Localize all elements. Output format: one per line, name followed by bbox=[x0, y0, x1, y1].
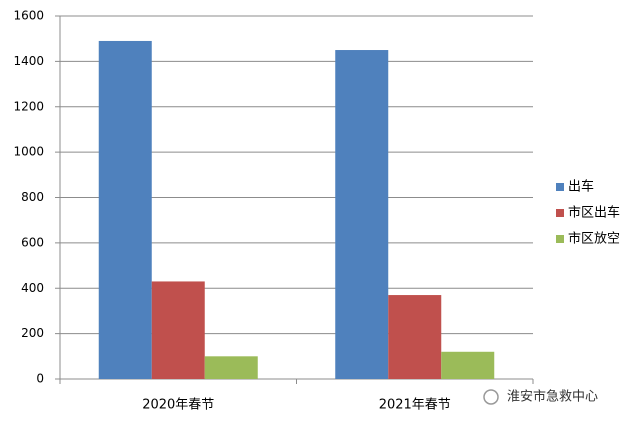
y-tick-label: 200 bbox=[21, 326, 44, 340]
y-tick-label: 800 bbox=[21, 190, 44, 204]
legend-swatch bbox=[556, 183, 564, 191]
y-tick-label: 400 bbox=[21, 281, 44, 295]
bar bbox=[335, 50, 389, 379]
bar bbox=[388, 295, 442, 379]
y-tick-label: 1400 bbox=[13, 54, 44, 68]
x-tick-label: 2020年春节 bbox=[142, 398, 214, 413]
y-tick-label: 0 bbox=[36, 372, 44, 386]
y-tick-label: 1000 bbox=[13, 145, 44, 159]
watermark-icon bbox=[483, 389, 499, 405]
legend-swatch bbox=[556, 209, 564, 217]
bar bbox=[441, 351, 495, 379]
watermark-text: 淮安市急救中心 bbox=[507, 389, 598, 405]
x-tick-label: 2021年春节 bbox=[379, 398, 451, 413]
legend-swatch bbox=[556, 235, 564, 243]
legend-label: 市区出车 bbox=[568, 205, 620, 221]
legend-label: 出车 bbox=[568, 179, 594, 195]
bar bbox=[204, 356, 258, 379]
bar bbox=[98, 40, 152, 380]
y-tick-label: 600 bbox=[21, 235, 44, 249]
legend-label: 市区放空 bbox=[568, 231, 620, 247]
y-tick-label: 1600 bbox=[13, 9, 44, 23]
watermark: 淮安市急救中心 bbox=[483, 389, 598, 405]
bar bbox=[151, 281, 205, 379]
y-tick-label: 1200 bbox=[13, 99, 44, 113]
